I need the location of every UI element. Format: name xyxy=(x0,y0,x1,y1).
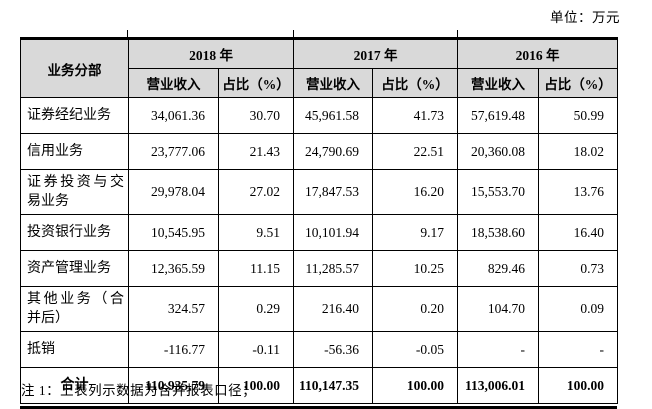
value-cell: 100.00 xyxy=(372,367,458,404)
value-cell: 21.43 xyxy=(218,133,294,170)
value-cell: 30.70 xyxy=(218,97,294,134)
subheader-share-2016: 占比（%） xyxy=(538,68,618,98)
segment-label: 投资银行业务 xyxy=(20,214,129,251)
value-cell: 829.46 xyxy=(457,250,539,287)
value-cell: -0.11 xyxy=(218,331,294,368)
financial-report-page: { "unit_label": "单位：万元", "table": { "col… xyxy=(20,10,620,409)
table-row: 投资银行业务 10,545.95 9.51 10,101.94 9.17 18,538.6… xyxy=(20,214,618,251)
value-cell: 10,101.94 xyxy=(293,214,373,251)
value-cell: 0.29 xyxy=(218,286,294,332)
value-cell: 57,619.48 xyxy=(457,97,539,134)
table-row: 信用业务 23,777.06 21.43 24,790.69 22.51 20,360.0… xyxy=(20,133,618,170)
segment-label: 其他业务（合并后） xyxy=(20,286,129,332)
value-cell: - xyxy=(457,331,539,368)
value-cell: 113,006.01 xyxy=(457,367,539,404)
table-header: 业务分部 2018 年 2017 年 2016 年 营业收入 占比（%） 营业收… xyxy=(20,38,618,98)
table-corner-tick xyxy=(293,30,294,37)
total-label: 合计 xyxy=(20,367,129,404)
value-cell: 22.51 xyxy=(372,133,458,170)
value-cell: 100.00 xyxy=(538,367,618,404)
value-cell: - xyxy=(538,331,618,368)
value-cell: 18,538.60 xyxy=(457,214,539,251)
value-cell: 11,285.57 xyxy=(293,250,373,287)
value-cell: 10.25 xyxy=(372,250,458,287)
table-row: 其他业务（合并后） 324.57 0.29 216.40 0.20 104.70 0.09 xyxy=(20,286,618,332)
subheader-revenue-2016: 营业收入 xyxy=(457,68,539,98)
value-cell: 18.02 xyxy=(538,133,618,170)
value-cell: 15,553.70 xyxy=(457,169,539,215)
table-row: 资产管理业务 12,365.59 11.15 11,285.57 10.25 829.46… xyxy=(20,250,618,287)
year-header-2016: 2016 年 xyxy=(457,38,618,69)
segment-revenue-table-wrap: 业务分部 2018 年 2017 年 2016 年 营业收入 占比（%） 营业收… xyxy=(20,37,618,409)
value-cell: 110,935.79 xyxy=(128,367,219,404)
value-cell: 10,545.95 xyxy=(128,214,219,251)
value-cell: 23,777.06 xyxy=(128,133,219,170)
value-cell: 34,061.36 xyxy=(128,97,219,134)
footnote: 注 1：上表列示数据为合并报表口径； xyxy=(21,383,257,398)
value-cell: 9.17 xyxy=(372,214,458,251)
value-cell: 50.99 xyxy=(538,97,618,134)
value-cell: 0.20 xyxy=(372,286,458,332)
value-cell: 0.09 xyxy=(538,286,618,332)
value-cell: 41.73 xyxy=(372,97,458,134)
table-row: 抵销 -116.77 -0.11 -56.36 -0.05- - xyxy=(20,331,618,368)
subheader-revenue-2017: 营业收入 xyxy=(293,68,373,98)
value-cell: 9.51 xyxy=(218,214,294,251)
value-cell: 17,847.53 xyxy=(293,169,373,215)
value-cell: -56.36 xyxy=(293,331,373,368)
table-corner-tick xyxy=(457,30,458,37)
table-row: 证券投资与交易业务 29,978.04 27.02 17,847.53 16.20 15,… xyxy=(20,169,618,215)
year-header-2018: 2018 年 xyxy=(128,38,294,69)
segment-label: 抵销 xyxy=(20,331,129,368)
value-cell: 29,978.04 xyxy=(128,169,219,215)
value-cell: 24,790.69 xyxy=(293,133,373,170)
segment-label: 信用业务 xyxy=(20,133,129,170)
value-cell: 11.15 xyxy=(218,250,294,287)
value-cell: 324.57 xyxy=(128,286,219,332)
segment-label: 资产管理业务 xyxy=(20,250,129,287)
value-cell: 45,961.58 xyxy=(293,97,373,134)
year-header-2017: 2017 年 xyxy=(293,38,458,69)
column-header-business-segment: 业务分部 xyxy=(20,38,129,98)
subheader-share-2017: 占比（%） xyxy=(372,68,458,98)
table-row: 证券经纪业务 34,061.36 30.70 45,961.58 41.73 57,619… xyxy=(20,97,618,134)
value-cell: -116.77 xyxy=(128,331,219,368)
value-cell: 110,147.35 xyxy=(293,367,373,404)
value-cell: 20,360.08 xyxy=(457,133,539,170)
value-cell: 16.20 xyxy=(372,169,458,215)
segment-label: 证券投资与交易业务 xyxy=(20,169,129,215)
segment-label: 证券经纪业务 xyxy=(20,97,129,134)
value-cell: 27.02 xyxy=(218,169,294,215)
value-cell: 0.73 xyxy=(538,250,618,287)
unit-label: 单位：万元 xyxy=(550,10,620,25)
value-cell: 12,365.59 xyxy=(128,250,219,287)
value-cell: -0.05 xyxy=(372,331,458,368)
value-cell: 216.40 xyxy=(293,286,373,332)
table-body: 证券经纪业务 34,061.36 30.70 45,961.58 41.73 57,619… xyxy=(20,97,618,404)
table-corner-tick xyxy=(127,30,128,37)
segment-revenue-table: 业务分部 2018 年 2017 年 2016 年 营业收入 占比（%） 营业收… xyxy=(20,37,618,404)
value-cell: 16.40 xyxy=(538,214,618,251)
total-row: 合计 110,935.79 100.00 110,147.35 100.00 113,00… xyxy=(20,367,618,404)
value-cell: 104.70 xyxy=(457,286,539,332)
value-cell: 13.76 xyxy=(538,169,618,215)
subheader-share-2018: 占比（%） xyxy=(218,68,294,98)
subheader-revenue-2018: 营业收入 xyxy=(128,68,219,98)
